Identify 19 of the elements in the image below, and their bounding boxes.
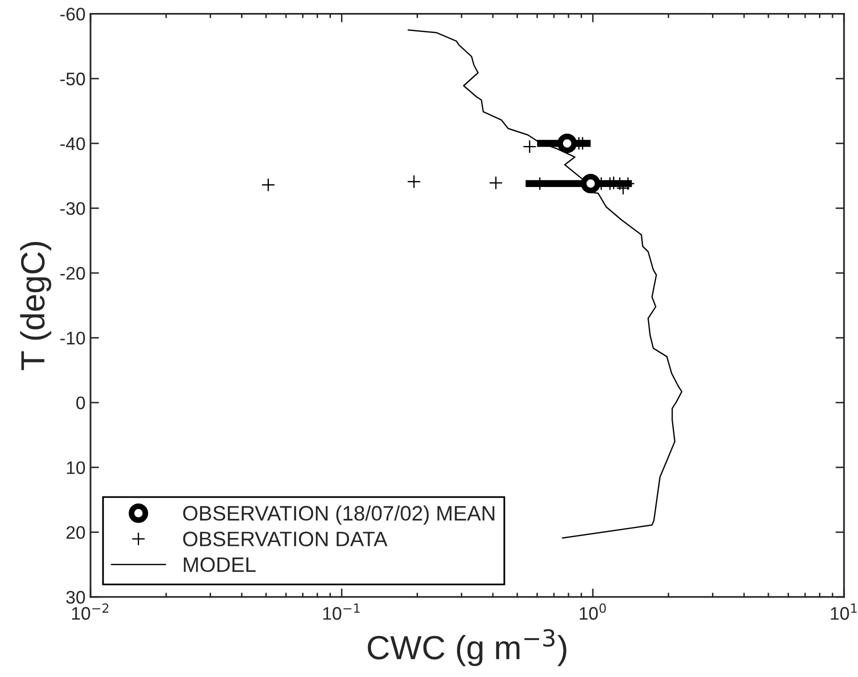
y-axis-title: T (degC) [20,242,52,370]
y-tick-label: -30 [60,202,85,215]
x-tick-label: 10$^{−2}$ [72,603,108,620]
legend-label: OBSERVATION (18/07/02) MEAN [183,505,494,525]
y-tick-label: -10 [60,332,85,345]
x-tick-label: 10$^{0}$ [580,603,606,620]
legend-label: MODEL [184,557,256,572]
y-tick-label: 0 [76,396,85,410]
x-tick-label: 10$^{−1}$ [323,604,360,620]
legend-label: OBSERVATION DATA [183,532,388,546]
y-tick-label: -20 [60,266,85,280]
y-tick-label: 20 [66,526,85,539]
y-tick-label: -60 [60,8,85,21]
y-tick-label: 30 [66,590,85,604]
x-tick-label: 10$^{1}$ [830,604,857,620]
y-tick-label: -50 [60,72,85,86]
y-tick-label: 10 [66,461,85,474]
x-axis-title: CWC (g m$^{−3}$) [368,629,566,666]
y-tick-label: -40 [60,137,85,150]
